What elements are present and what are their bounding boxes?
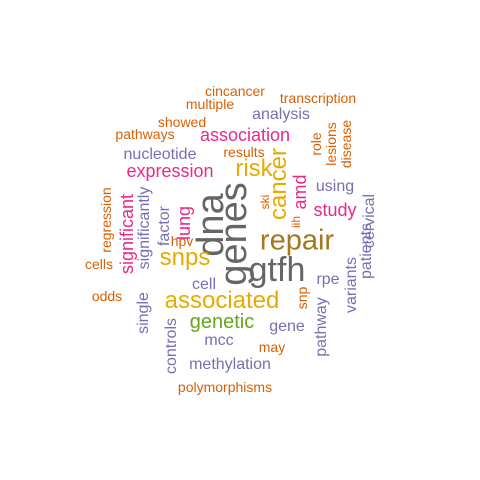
word-pathway: pathway [313,297,330,357]
word-cells: cells [84,256,114,272]
word-association: association [199,125,291,145]
word-genetic: genetic [189,311,255,333]
word-analysis: analysis [252,106,310,123]
word-amd: amd [290,174,310,210]
word-iih: iih [289,215,303,229]
word-polymorphisms: polymorphisms [177,379,273,395]
word-multiple: multiple [185,96,235,112]
word-significant: significant [117,193,137,275]
word-controls: controls [163,317,180,375]
word-patients: patients [358,222,375,280]
word-single: single [135,292,152,334]
word-expression: expression [126,161,214,181]
word-regression: regression [98,187,114,253]
word-cincancer: cincancer [205,83,265,99]
word-mcc: mcc [204,332,234,349]
word-repair: repair [259,224,335,257]
word-significantly: significantly [136,186,153,270]
word-odds: odds [91,288,123,304]
word-cell: cell [191,276,217,293]
word-hpv: hpv [170,233,194,249]
word-risk: risk [235,155,273,182]
word-pathways: pathways [115,126,175,142]
word-showed: showed [157,114,207,130]
word-role: role [308,132,324,156]
word-rpe: rpe [316,271,340,288]
word-associated: associated [164,287,280,314]
word-may: may [258,339,286,355]
word-methylation: methylation [189,356,271,373]
word-gtfh: gtfh [248,251,306,289]
word-snp: snp [294,286,310,310]
word-using: using [315,178,355,195]
word-study: study [313,200,357,220]
word-variants: variants [343,256,360,314]
word-transcription: transcription [279,90,357,106]
word-lesions: lesions [323,122,339,166]
word-gene: gene [269,318,305,335]
word-results: results [223,144,265,160]
word-snps: snps [159,244,211,271]
word-ski: ski [258,194,272,210]
word-nucleotide: nucleotide [123,146,197,163]
word-disease: disease [338,119,354,169]
